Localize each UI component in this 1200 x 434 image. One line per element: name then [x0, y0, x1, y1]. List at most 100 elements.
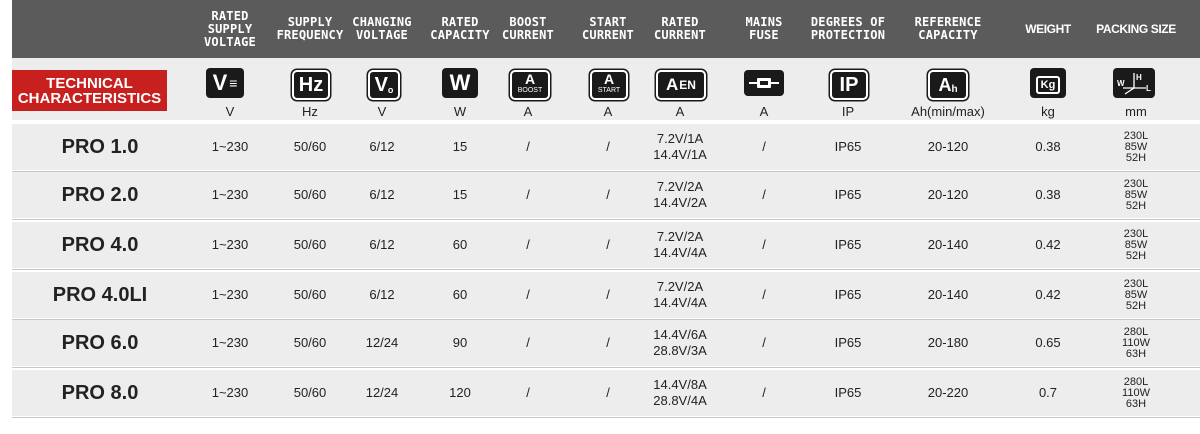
mains-fuse-value-text: / — [762, 385, 766, 400]
weight-value: 0.7 — [1018, 370, 1078, 416]
dim-l-label: L — [1146, 84, 1151, 93]
packing-size-value: 280L 110W 63H — [1106, 370, 1166, 416]
rated-capacity-value: 90 — [430, 320, 490, 366]
boost-current-value: / — [503, 320, 553, 366]
packing-size-value-text: 52H — [1125, 151, 1147, 164]
protection-value: IP65 — [813, 172, 883, 218]
reference-capacity-value: 20-120 — [908, 172, 988, 218]
rated-capacity-value-text: 60 — [452, 237, 468, 252]
header-line: PROTECTION — [810, 28, 886, 42]
dimensions-icon: H W L — [1113, 68, 1155, 98]
header-line: RATED — [441, 15, 479, 29]
rated-capacity-value: 120 — [430, 370, 490, 416]
changing-voltage-value: 6/12 — [347, 172, 417, 218]
weight-value: 0.38 — [1018, 172, 1078, 218]
packing-size-value: 230L 85W 52H — [1106, 124, 1166, 170]
frequency-value-text: 50/60 — [293, 335, 327, 350]
weight-value: 0.42 — [1018, 222, 1078, 268]
rated-capacity-value: 15 — [430, 124, 490, 170]
packing-size-value-text: 280L — [1123, 375, 1149, 388]
packing-size-value: 230L 85W 52H — [1106, 222, 1166, 268]
changing-voltage-value: 6/12 — [347, 222, 417, 268]
header-protection: DEGREES OF PROTECTION — [802, 0, 894, 58]
protection-value: IP65 — [813, 124, 883, 170]
rated-current-value-text: 7.2V/2A — [656, 229, 704, 244]
header-reference-capacity: REFERENCE CAPACITY — [906, 0, 990, 58]
voltage-value-text: 1~230 — [211, 385, 249, 400]
rated-current-value: 14.4V/8A 28.8V/4A — [635, 370, 725, 416]
row-divider — [12, 319, 1200, 320]
protection-value: IP65 — [813, 222, 883, 268]
weight-value-text: 0.38 — [1035, 187, 1061, 202]
packing-size-value-text: 52H — [1125, 299, 1147, 312]
rated-capacity-value: 60 — [430, 272, 490, 318]
protection-value: IP65 — [813, 272, 883, 318]
packing-size-value-text: 63H — [1125, 347, 1147, 360]
rated-current-icon: A EN — [656, 70, 706, 100]
rated-current-value: 7.2V/2A 14.4V/2A — [635, 172, 725, 218]
frequency-value: 50/60 — [275, 222, 345, 268]
header-start-current: START CURRENT — [573, 0, 643, 58]
rated-capacity-value: 15 — [430, 172, 490, 218]
packing-size-value: 230L 85W 52H — [1106, 172, 1166, 218]
unit-label: A — [759, 104, 769, 119]
protection-value-text: IP65 — [834, 187, 862, 202]
frequency-value: 50/60 — [275, 320, 345, 366]
protection-value: IP65 — [813, 370, 883, 416]
weight-value-text: 0.38 — [1035, 139, 1061, 154]
mains-fuse-value-text: / — [762, 187, 766, 202]
watt-icon: W — [442, 68, 478, 98]
changing-voltage-value-text: 6/12 — [369, 139, 395, 154]
unit-label: A — [523, 104, 533, 119]
mains-fuse-value: / — [739, 370, 789, 416]
header-mains-fuse: MAINS FUSE — [739, 0, 789, 58]
header-voltage: RATED SUPPLY VOLTAGE — [195, 0, 265, 58]
reference-capacity-value: 20-180 — [908, 320, 988, 366]
table-row — [12, 320, 1200, 366]
voltage-value-text: 1~230 — [211, 335, 249, 350]
rated-capacity-value-text: 90 — [452, 335, 468, 350]
row-divider — [12, 269, 1200, 270]
badge-line-1: TECHNICAL — [46, 74, 133, 92]
weight-value: 0.65 — [1018, 320, 1078, 366]
unit-label: mm — [1125, 104, 1147, 119]
technical-characteristics-badge: TECHNICAL CHARACTERISTICS — [12, 70, 167, 111]
start-current-icon: A START — [590, 70, 628, 100]
badge-line-2: CHARACTERISTICS — [17, 89, 162, 107]
reference-capacity-value-text: 20-140 — [927, 237, 969, 252]
row-divider — [12, 367, 1200, 368]
table-row — [12, 172, 1200, 218]
changing-voltage-value-text: 6/12 — [369, 187, 395, 202]
unit-label: Hz — [302, 104, 318, 119]
start-current-value-text: / — [606, 287, 610, 302]
model-name: PRO 6.0 — [25, 320, 175, 366]
frequency-value-text: 50/60 — [293, 385, 327, 400]
rated-capacity-value: 60 — [430, 222, 490, 268]
header-line: RATED — [661, 15, 699, 29]
boost-current-value: / — [503, 370, 553, 416]
unit-label: W — [453, 104, 467, 119]
header-line: CAPACITY — [430, 28, 490, 42]
table-row — [12, 272, 1200, 318]
model-name-text: PRO 1.0 — [61, 136, 139, 158]
start-current-value: / — [583, 222, 633, 268]
rated-current-value-text: 14.4V/1A — [653, 147, 707, 162]
header-changing-voltage: CHANGING VOLTAGE — [345, 0, 419, 58]
boost-current-value: / — [503, 172, 553, 218]
header-line: CHANGING — [352, 15, 412, 29]
header-bar — [12, 0, 1200, 58]
rated-current-value-text: 14.4V/4A — [653, 245, 707, 260]
reference-capacity-value: 20-140 — [908, 222, 988, 268]
start-current-value-text: / — [606, 335, 610, 350]
unit-label: kg — [1041, 104, 1055, 119]
reference-capacity-value-text: 20-120 — [927, 139, 969, 154]
header-line: CURRENT — [502, 28, 554, 42]
fuse-glyph — [749, 78, 779, 88]
weight-value-text: 0.65 — [1035, 335, 1061, 350]
header-packing-size: PACKING SIZE — [1094, 0, 1178, 58]
start-current-value-text: / — [606, 187, 610, 202]
packing-size-value-text: 280L — [1123, 325, 1149, 338]
frequency-value: 50/60 — [275, 172, 345, 218]
weight-value-text: 0.42 — [1035, 287, 1061, 302]
